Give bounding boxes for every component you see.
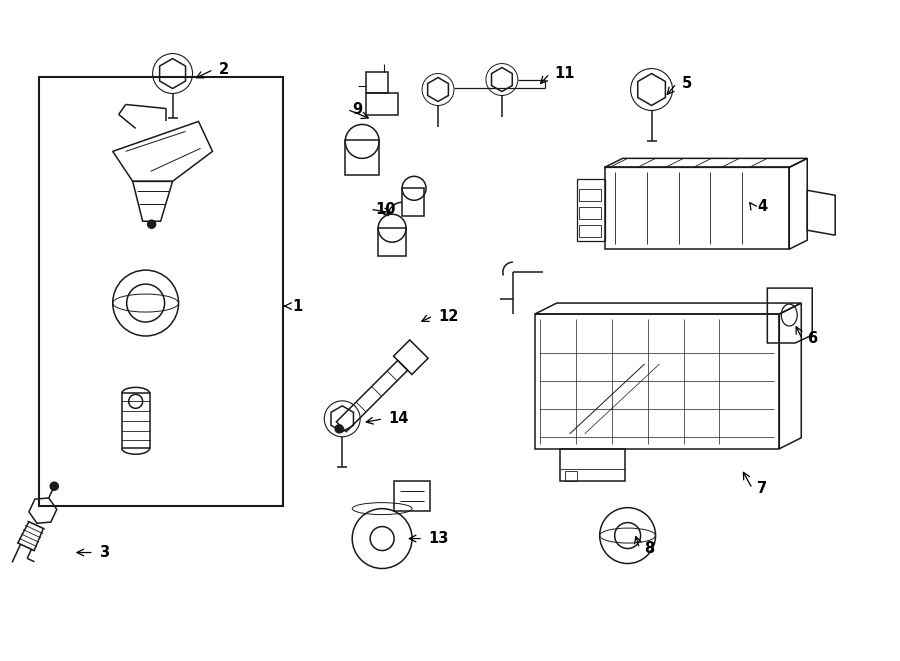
Text: 4: 4: [758, 199, 768, 214]
Text: 13: 13: [428, 531, 448, 546]
Circle shape: [148, 220, 156, 228]
Bar: [39, 77, 284, 506]
Circle shape: [335, 425, 343, 433]
Bar: [366, 71, 388, 93]
Text: 8: 8: [644, 541, 655, 556]
Bar: [122, 393, 149, 448]
Bar: [560, 449, 625, 481]
Bar: [579, 208, 600, 219]
Bar: [565, 471, 577, 481]
Text: 11: 11: [554, 66, 575, 81]
Bar: [605, 167, 789, 249]
Circle shape: [50, 483, 58, 490]
Bar: [346, 140, 379, 175]
Text: 14: 14: [388, 411, 409, 426]
Bar: [366, 93, 398, 116]
Text: 10: 10: [375, 202, 396, 217]
Text: 12: 12: [438, 309, 458, 323]
Text: 3: 3: [99, 545, 109, 560]
Text: 6: 6: [807, 331, 817, 346]
Text: 2: 2: [219, 62, 229, 77]
Bar: [535, 314, 779, 449]
Bar: [579, 225, 600, 237]
Text: 9: 9: [352, 102, 363, 117]
Text: 1: 1: [292, 299, 302, 313]
Bar: [378, 228, 406, 256]
Bar: [402, 188, 424, 216]
Bar: [577, 179, 605, 241]
Text: 7: 7: [758, 481, 768, 496]
Bar: [579, 189, 600, 201]
Text: 5: 5: [681, 76, 692, 91]
